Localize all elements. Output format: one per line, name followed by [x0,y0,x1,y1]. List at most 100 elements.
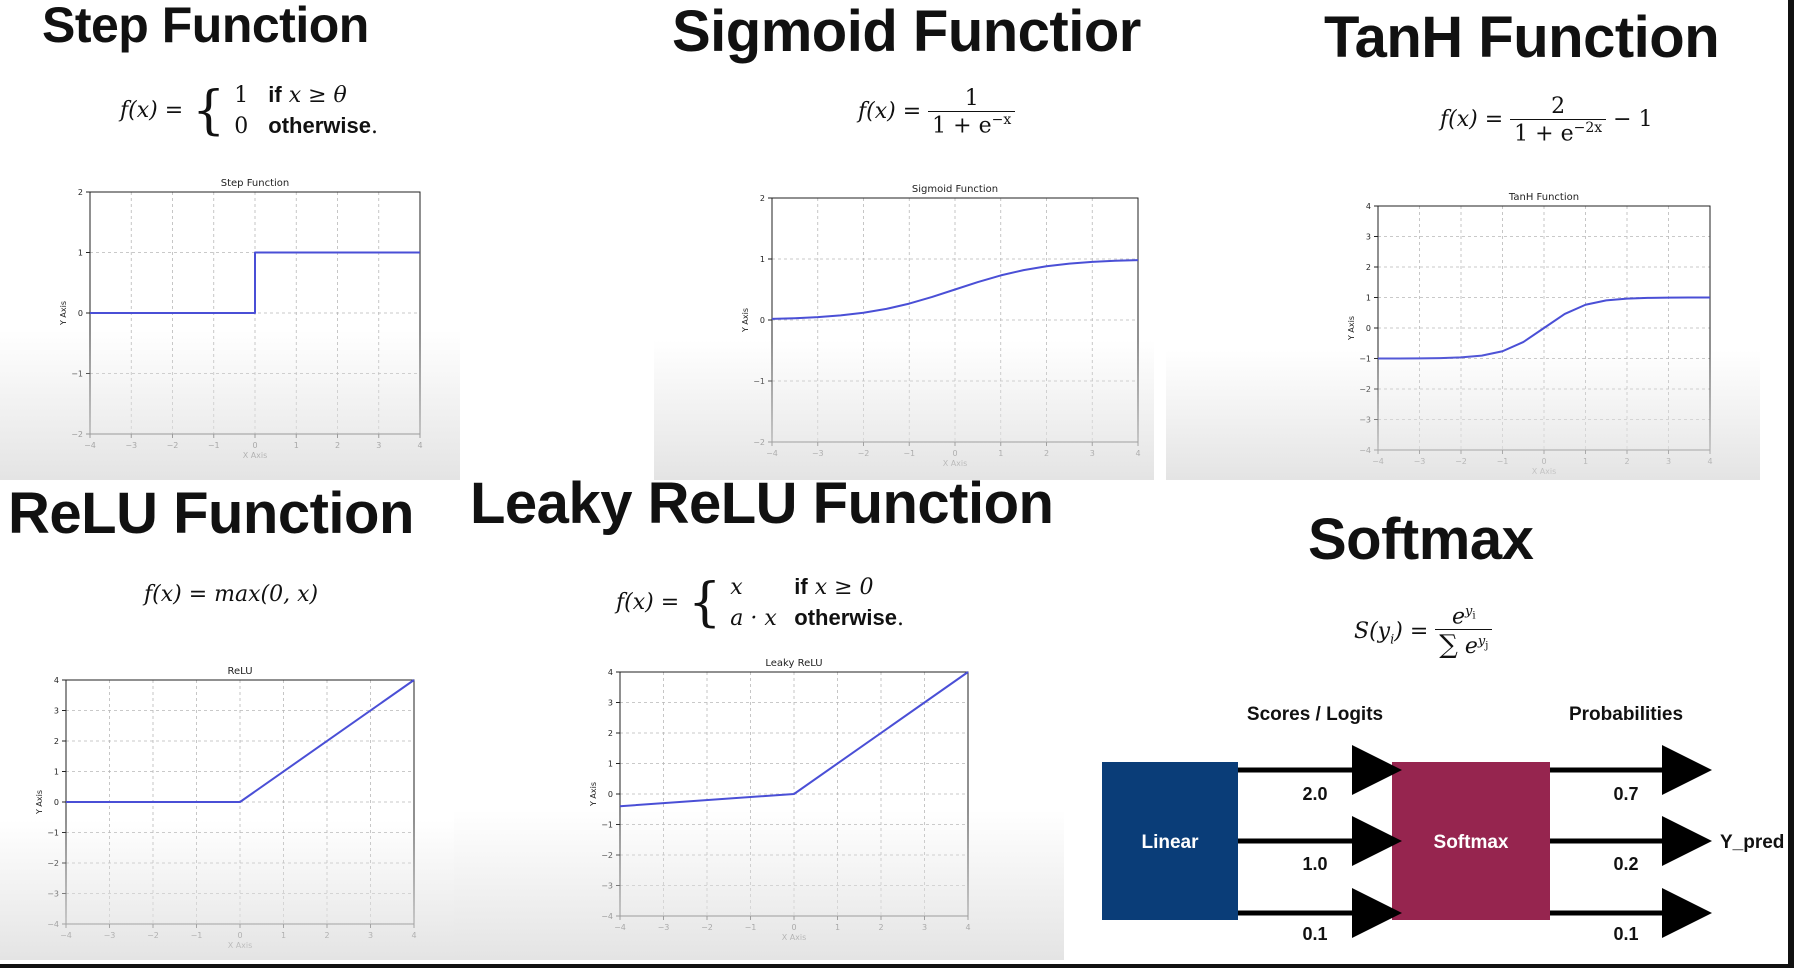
leaky-series-line-0 [619,671,969,808]
tanh-xlabel: X Axis [1532,467,1557,476]
tanh-xtick-label-6: 2 [1624,457,1629,466]
score-value-2: 1.0 [1302,854,1327,874]
relu-ytick-label-5: 1 [54,768,59,777]
step-xtick-label-6: 2 [335,441,340,450]
leaky-ytick-label-0: −4 [601,912,613,921]
leaky-xtick-label-2: −2 [701,923,713,932]
sigmoid-denominator: 1 + e−x [928,112,1015,138]
tanh-numerator: 2 [1510,94,1607,120]
leaky-ytick-label-7: 3 [608,699,613,708]
relu-ytick-label-4: 0 [54,798,59,807]
score-value-3: 0.1 [1302,924,1327,944]
sigmoid-ytick-label-0: −2 [753,438,765,447]
leaky-xtick-label-4: 0 [791,923,796,932]
tanh-chart: −4 −3 −2 −1 0 1 2 3 4 −4 −3 −2 −1 0 1 2 3 4 TanH Function X… [1347,192,1713,476]
leaky-chart-title: Leaky ReLU [765,658,822,669]
leaky-case1-value: x [730,575,743,600]
relu-xtick-label-4: 0 [237,931,242,940]
softmax-den-exp: y [1477,634,1486,649]
relu-formula: f(x) = max(0, x) [144,582,318,607]
step-xtick-label-3: −1 [208,441,220,450]
sigmoid-formula: f(x) = 1 1 + e−x [858,86,1016,138]
leaky-ytick-label-1: −3 [601,882,613,891]
step-xtick-label-5: 1 [294,441,299,450]
tanh-xtick-label-3: −1 [1497,457,1509,466]
softmax-formula-lhs: S(yi) = [1354,619,1428,647]
softmax-formula: S(yi) = eyi ∑ eyj [1354,604,1493,661]
step-xtick-label-2: −2 [167,441,179,450]
softmax-title: Softmax [1308,507,1534,572]
step-xtick-label-4: 0 [252,441,257,450]
sigmoid-chart: −4 −3 −2 −1 0 1 2 3 4 −2 −1 0 1 2 Sigmoid Function X Ax… [741,184,1141,468]
bottom-border [0,964,1794,968]
relu-chart: −4 −3 −2 −1 0 1 2 3 4 −4 −3 −2 −1 0 1 2 3 4 ReLU X Axis Y Ax… [35,666,417,950]
relu-ytick-label-7: 3 [54,707,59,716]
relu-xtick-label-0: −4 [60,931,72,940]
step-case2-end: . [370,114,378,139]
sigmoid-title: Sigmoid Functior [672,0,1141,64]
sigmoid-xtick-label-4: 0 [952,449,957,458]
tanh-xtick-label-7: 3 [1666,457,1671,466]
tanh-formula-lhs: f(x) = [1440,107,1504,133]
leaky-case1-cond: x ≥ 0 [814,575,874,600]
softmax-den-exp-sub: j [1485,640,1489,652]
tanh-ytick-label-3: −1 [1359,355,1371,364]
leaky-ytick-label-8: 4 [608,668,613,677]
step-formula-cases: 1 if x ≥ θ 0 otherwise. [234,80,378,142]
tanh-ytick-label-7: 3 [1366,233,1371,242]
sigmoid-ytick-label-1: −1 [753,377,765,386]
sigmoid-numerator: 1 [928,86,1016,112]
sigmoid-den-base: 1 + e [932,113,992,139]
relu-xtick-label-3: −1 [191,931,203,940]
step-formula-lhs: f(x) = [120,98,184,123]
prob-value-3: 0.1 [1613,924,1638,944]
tanh-ytick-label-8: 4 [1366,202,1371,211]
tanh-chart-title: TanH Function [1508,192,1579,203]
softmax-box [1392,762,1550,920]
tanh-den-base: 1 + e [1514,121,1574,147]
softmax-num-exp: y [1465,604,1473,619]
softmax-lhs-base: S(y [1354,619,1391,645]
leaky-case2-otherwise: otherwise [794,605,897,630]
relu-ytick-label-8: 4 [54,676,59,685]
relu-xtick-label-5: 1 [281,931,286,940]
sigmoid-xtick-label-6: 2 [1044,449,1049,458]
leaky-xtick-label-5: 1 [835,923,840,932]
relu-xtick-label-2: −2 [147,931,159,940]
step-xtick-label-8: 4 [417,441,422,450]
leaky-title: Leaky ReLU Function [470,471,1054,536]
score-value-1: 2.0 [1302,784,1327,804]
sigmoid-xlabel: X Axis [943,459,968,468]
step-formula-brace: { [192,81,226,141]
step-xtick-label-1: −3 [125,441,137,450]
tanh-xtick-label-5: 1 [1583,457,1588,466]
softmax-sigma: ∑ [1439,630,1458,661]
leaky-xtick-label-7: 3 [922,923,927,932]
relu-ytick-label-1: −3 [47,890,59,899]
tanh-xtick-label-1: −3 [1414,457,1426,466]
relu-series-line-0 [66,679,415,803]
relu-xtick-label-8: 4 [411,931,416,940]
leaky-ytick-label-4: 0 [608,790,613,799]
step-ylabel: Y Axis [59,301,68,326]
softmax-den-base: e [1464,634,1478,660]
softmax-lhs-sub: i [1390,632,1395,648]
leaky-formula-cases: x if x ≥ 0 a · x otherwise. [730,572,904,634]
leaky-xtick-label-0: −4 [614,923,626,932]
step-case1-if: if [268,82,282,107]
leaky-formula-brace: { [688,573,722,633]
sigmoid-xtick-label-3: −1 [903,449,915,458]
leaky-ytick-label-2: −2 [601,851,613,860]
relu-xlabel: X Axis [228,941,253,950]
step-xtick-label-0: −4 [84,441,96,450]
sigmoid-xtick-label-8: 4 [1135,449,1140,458]
leaky-ylabel: Y Axis [589,782,598,807]
sigmoid-ytick-label-4: 2 [760,194,765,203]
prob-value-1: 0.7 [1613,784,1638,804]
tanh-ytick-label-2: −2 [1359,385,1371,394]
relu-ytick-label-0: −4 [47,920,59,929]
tanh-xtick-label-0: −4 [1372,457,1384,466]
leaky-case2-end: . [896,606,904,631]
softmax-num-exp-sub: i [1472,610,1476,622]
